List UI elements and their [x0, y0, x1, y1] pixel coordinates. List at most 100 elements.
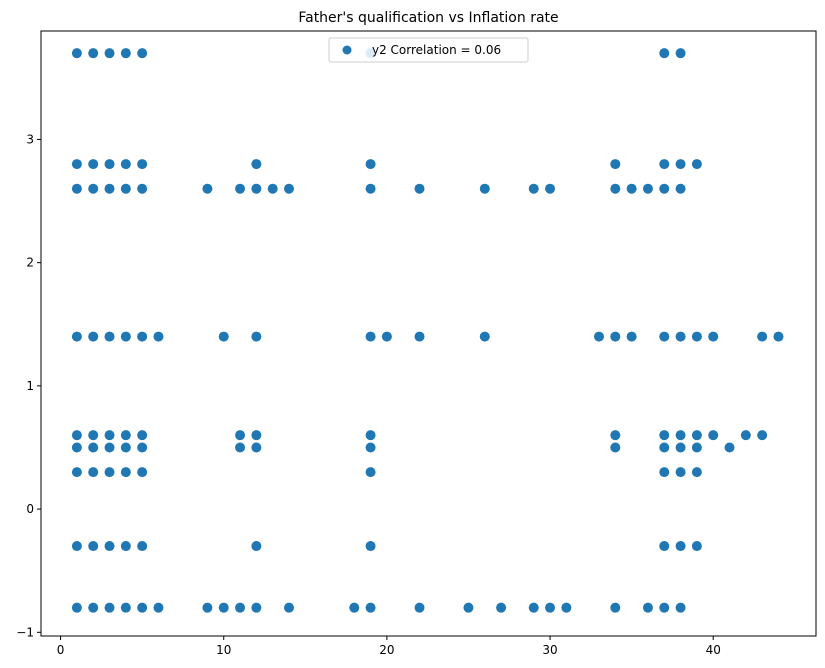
data-point	[365, 467, 376, 478]
data-point	[610, 430, 621, 441]
y-tick-label: 2	[26, 256, 34, 270]
data-point	[659, 183, 670, 194]
data-point	[88, 331, 99, 342]
data-point	[642, 602, 653, 613]
data-point	[88, 541, 99, 552]
data-point	[659, 331, 670, 342]
data-point	[71, 442, 82, 453]
x-tick-label: 30	[542, 643, 557, 657]
data-point	[365, 442, 376, 453]
data-point	[610, 442, 621, 453]
data-point	[365, 331, 376, 342]
data-point	[740, 430, 751, 441]
data-point	[773, 331, 784, 342]
data-point	[104, 541, 115, 552]
data-point	[675, 602, 686, 613]
data-point	[610, 183, 621, 194]
data-point	[120, 467, 131, 478]
data-point	[659, 602, 670, 613]
data-point	[120, 430, 131, 441]
data-point	[88, 467, 99, 478]
data-point	[365, 159, 376, 170]
data-point	[675, 430, 686, 441]
data-point	[88, 48, 99, 59]
data-point	[659, 430, 670, 441]
data-point	[235, 442, 246, 453]
data-point	[120, 541, 131, 552]
data-point	[365, 183, 376, 194]
y-tick-label: 1	[26, 379, 34, 393]
data-point	[675, 159, 686, 170]
y-tick-label: −1	[16, 625, 34, 639]
data-point	[365, 430, 376, 441]
data-point	[610, 602, 621, 613]
data-point	[267, 183, 278, 194]
data-point	[381, 331, 392, 342]
data-point	[251, 159, 262, 170]
x-tick-label: 20	[379, 643, 394, 657]
data-point	[675, 467, 686, 478]
data-point	[365, 541, 376, 552]
x-axis: 0 10 20 30 40	[57, 636, 721, 657]
y-tick-label: 0	[26, 502, 34, 516]
data-point	[414, 183, 425, 194]
data-point	[71, 602, 82, 613]
data-point	[414, 331, 425, 342]
data-point	[120, 48, 131, 59]
data-point	[349, 602, 360, 613]
data-point	[153, 602, 164, 613]
data-point	[251, 430, 262, 441]
data-point	[724, 442, 735, 453]
data-point	[88, 183, 99, 194]
data-point	[479, 183, 490, 194]
data-point	[235, 183, 246, 194]
data-point	[202, 183, 213, 194]
data-point	[104, 602, 115, 613]
data-point	[104, 48, 115, 59]
data-point	[659, 159, 670, 170]
data-point	[120, 159, 131, 170]
legend-marker	[342, 45, 352, 55]
data-point	[251, 541, 262, 552]
data-point	[71, 541, 82, 552]
data-point	[251, 442, 262, 453]
data-point	[137, 442, 148, 453]
data-point	[120, 183, 131, 194]
data-point	[251, 602, 262, 613]
data-point	[528, 183, 539, 194]
data-point	[545, 183, 556, 194]
data-point	[626, 183, 637, 194]
data-point	[137, 602, 148, 613]
data-point	[691, 331, 702, 342]
data-point	[479, 331, 490, 342]
x-tick-label: 40	[706, 643, 721, 657]
data-point	[104, 159, 115, 170]
data-point	[561, 602, 572, 613]
data-point	[251, 331, 262, 342]
data-point	[104, 467, 115, 478]
data-point	[675, 442, 686, 453]
data-point	[757, 430, 768, 441]
data-point	[71, 48, 82, 59]
data-point	[284, 602, 294, 613]
data-point	[708, 331, 719, 342]
data-point	[675, 48, 686, 59]
plot-frame	[40, 30, 817, 637]
data-point	[691, 159, 702, 170]
data-point	[251, 183, 262, 194]
data-point	[137, 159, 148, 170]
x-tick-label: 0	[57, 643, 65, 657]
data-point	[545, 602, 556, 613]
data-point	[235, 602, 246, 613]
chart-title: Father's qualification vs Inflation rate	[298, 10, 558, 26]
data-point	[71, 183, 82, 194]
y-tick-label: 3	[26, 132, 34, 146]
data-point	[153, 331, 164, 342]
data-point	[88, 442, 99, 453]
legend: y2 Correlation = 0.06	[328, 37, 529, 63]
data-point	[137, 541, 148, 552]
data-point	[757, 331, 768, 342]
data-point	[235, 430, 246, 441]
data-point	[137, 183, 148, 194]
